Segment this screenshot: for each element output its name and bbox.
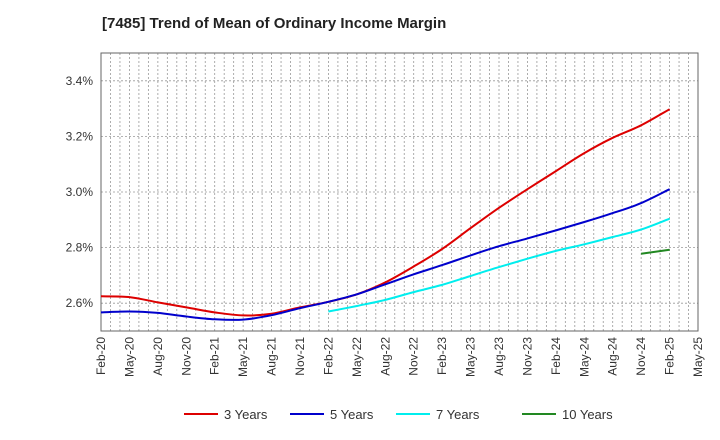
y-tick-label: 2.8% [66, 241, 94, 255]
y-tick-label: 3.4% [66, 74, 94, 88]
series-layer [100, 108, 671, 321]
y-tick-label: 3.2% [66, 129, 94, 143]
x-tick-label: May-22 [350, 337, 364, 377]
legend-label: 10 Years [562, 407, 613, 422]
x-tick-label: Feb-23 [435, 337, 449, 375]
x-tick-label: Nov-21 [293, 337, 307, 376]
plot-frame [100, 52, 699, 332]
x-tick-label: Aug-24 [606, 337, 620, 376]
x-tick-label: Nov-23 [520, 337, 534, 376]
x-tick-label: Nov-22 [407, 337, 421, 376]
x-tick-label: Feb-22 [321, 337, 335, 375]
x-tick-label: Aug-23 [492, 337, 506, 376]
x-tick-label: Feb-24 [549, 337, 563, 375]
x-tick-label: Nov-24 [634, 337, 648, 376]
series-line-10-years [640, 248, 670, 255]
series-line-3-years [100, 108, 671, 317]
x-tick-label: Feb-20 [94, 337, 108, 375]
legend-label: 3 Years [224, 407, 268, 422]
x-tick-label: May-23 [464, 337, 478, 377]
x-tick-label: Feb-21 [208, 337, 222, 375]
x-tick-label: May-25 [691, 337, 705, 377]
grid-layer [100, 53, 699, 331]
x-tick-label: Aug-22 [378, 337, 392, 376]
chart-title: [7485] Trend of Mean of Ordinary Income … [102, 15, 447, 32]
legend-label: 7 Years [436, 407, 480, 422]
x-tick-label: Nov-20 [179, 337, 193, 376]
x-tick-label: May-20 [122, 337, 136, 377]
x-tick-label: Feb-25 [663, 337, 677, 375]
x-tick-label: Aug-20 [151, 337, 165, 376]
y-tick-label: 2.6% [66, 296, 94, 310]
legend: 3 Years 5 Years 7 Years 10 Years [184, 407, 613, 422]
x-tick-label: Aug-21 [265, 337, 279, 376]
x-tick-label: May-21 [236, 337, 250, 377]
series-line-7-years [328, 217, 670, 313]
x-tick-label: May-24 [577, 337, 591, 377]
legend-label: 5 Years [330, 407, 374, 422]
y-tick-label: 3.0% [66, 185, 94, 199]
series-line-5-years [100, 188, 671, 321]
axis-layer: 2.6% 2.8% 3.0% 3.2% 3.4% Feb-20 May-20 Aug-20 No… [66, 74, 705, 377]
